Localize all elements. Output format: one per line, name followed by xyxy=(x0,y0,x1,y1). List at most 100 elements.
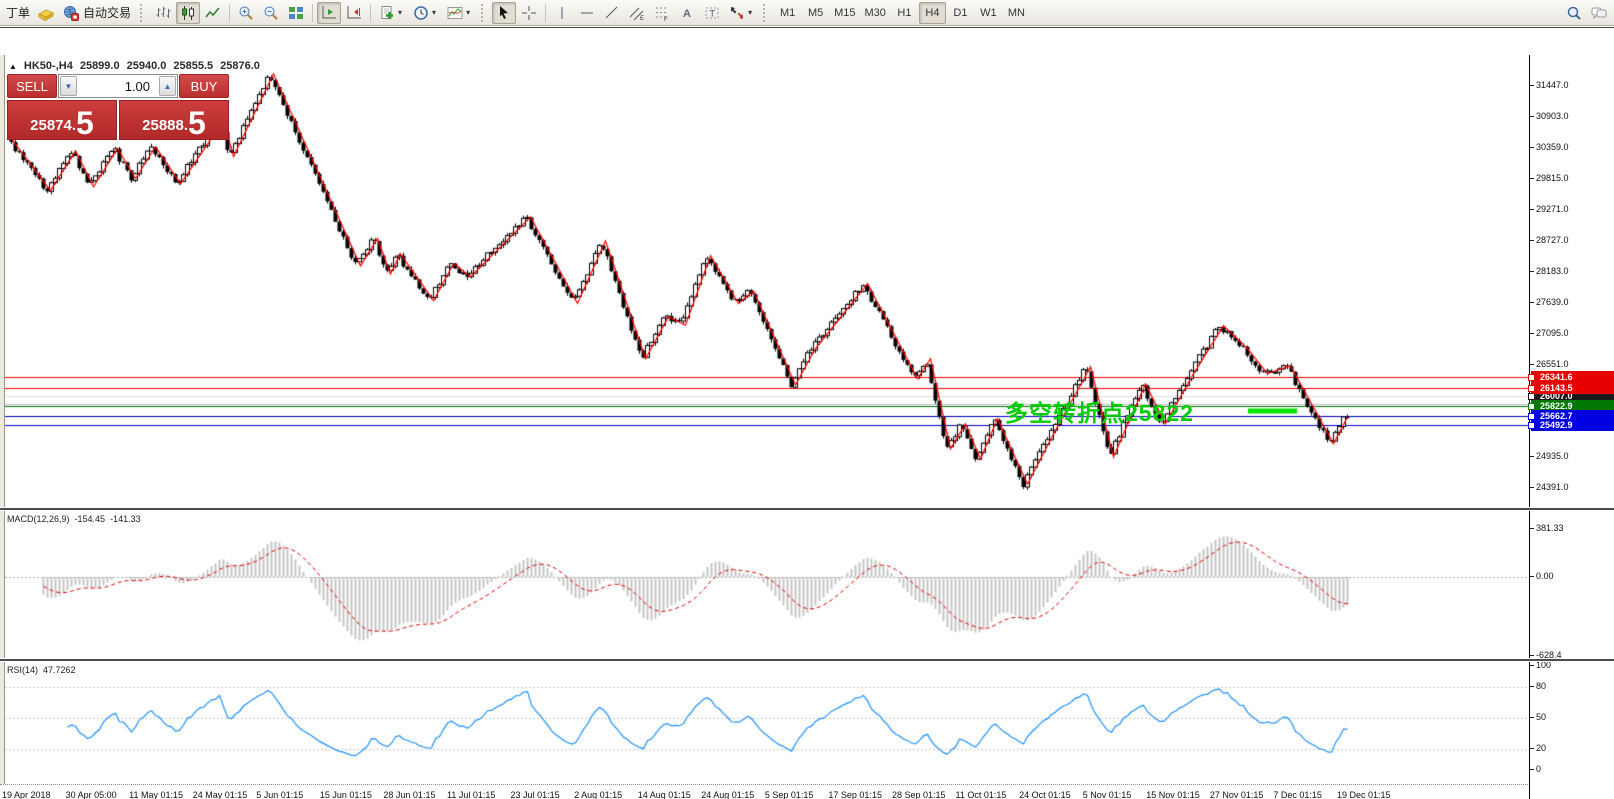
fibonacci-button[interactable]: F xyxy=(650,2,674,24)
text-label-icon: T xyxy=(705,7,719,18)
zoom-in-button[interactable] xyxy=(234,2,258,24)
cursor-button[interactable] xyxy=(492,1,517,24)
toolbar-grip[interactable] xyxy=(140,3,146,22)
chart-shift-button[interactable] xyxy=(342,2,366,24)
panel-divider[interactable] xyxy=(0,507,1614,511)
arrow-tools-button[interactable]: ▾ xyxy=(725,2,758,24)
price-line-label: 25492.9 xyxy=(1528,419,1614,432)
svg-text:E: E xyxy=(640,16,644,21)
rsi-value: 47.7262 xyxy=(43,665,76,675)
time-axis-label: 23 Jul 01:15 xyxy=(510,790,560,799)
sell-button[interactable]: SELL xyxy=(7,74,57,98)
toolbar-grip[interactable] xyxy=(481,3,487,22)
bar-chart-icon xyxy=(156,6,171,18)
search-icon xyxy=(1567,6,1581,20)
buy-price: 25888. xyxy=(142,117,189,134)
svg-text:A: A xyxy=(683,8,691,20)
volume-input[interactable]: ▼ 1.00 ▲ xyxy=(58,74,178,98)
price-line-label: 26341.6 xyxy=(1528,370,1614,383)
macd-panel-canvas[interactable] xyxy=(5,511,1529,658)
timeframe-m5[interactable]: M5 xyxy=(802,2,829,24)
new-order-dropdown-icon[interactable]: ▾ xyxy=(398,8,403,17)
timeframe-h4[interactable]: H4 xyxy=(918,1,946,24)
indicators-button[interactable]: ▾ xyxy=(443,2,476,24)
rsi-panel-canvas[interactable] xyxy=(5,662,1529,784)
time-axis[interactable]: 19 Apr 2018 30 Apr 05:00 11 May 01:15 24 Ma… xyxy=(0,784,1614,799)
auto-scroll-button[interactable] xyxy=(317,1,342,24)
search-button[interactable] xyxy=(1562,2,1586,24)
vertical-line-button[interactable] xyxy=(550,2,574,24)
quotes-button[interactable] xyxy=(34,2,58,24)
chart-title: ▲ HK50-,H4 25899.0 25940.0 25855.5 25876… xyxy=(9,60,260,72)
axis-tick-label: 29815.0 xyxy=(1530,173,1569,183)
zoom-out-icon xyxy=(264,6,278,20)
horizontal-line-button[interactable] xyxy=(575,2,599,24)
tile-windows-button[interactable] xyxy=(284,2,308,24)
bar-chart-button[interactable] xyxy=(151,2,175,24)
channel-icon: E xyxy=(629,7,644,21)
rsi-indicator-label: RSI(14) 47.7262 xyxy=(7,665,76,675)
timeframe-m30[interactable]: M30 xyxy=(861,2,890,24)
order-label[interactable]: 丁单 xyxy=(6,6,31,20)
volume-decrease-button[interactable]: ▼ xyxy=(60,76,77,96)
quotes-icon xyxy=(38,8,55,21)
candlestick-chart-button[interactable] xyxy=(176,1,201,24)
axis-tick-label: 80 xyxy=(1530,681,1546,691)
timeframe-h1[interactable]: H1 xyxy=(891,2,918,24)
sell-price: 25874. xyxy=(30,117,77,134)
timeframe-mn[interactable]: MN xyxy=(1003,2,1030,24)
axis-tick-label: 24935.0 xyxy=(1530,451,1569,461)
chat-button[interactable] xyxy=(1587,2,1611,24)
line-chart-button[interactable] xyxy=(201,2,225,24)
price-axis[interactable]: 31447.0 30903.0 30359.0 29815.0 29271.0 28727… xyxy=(1528,55,1614,799)
time-axis-label: 15 Jun 01:15 xyxy=(319,790,372,799)
axis-tick-label: 381.33 xyxy=(1530,523,1564,533)
collapse-panel-icon[interactable]: ▲ xyxy=(9,61,17,71)
time-axis-label: 15 Nov 01:15 xyxy=(1146,790,1200,799)
zoom-in-icon xyxy=(239,6,253,20)
timeframe-m1[interactable]: M1 xyxy=(774,2,801,24)
time-axis-label: 5 Jun 01:15 xyxy=(256,790,304,799)
channel-button[interactable]: E xyxy=(625,2,649,24)
time-axis-label: 19 Dec 01:15 xyxy=(1336,790,1391,799)
tile-windows-icon xyxy=(289,6,304,19)
axis-tick-label: 50 xyxy=(1530,712,1546,722)
price-line-label: 26143.5 xyxy=(1528,382,1614,395)
new-order-button[interactable]: ▾ xyxy=(375,2,408,24)
time-axis-label: 24 May 01:15 xyxy=(192,790,248,799)
axis-tick-label: 100 xyxy=(1530,660,1551,670)
autotrade-button[interactable]: 自动交易 xyxy=(59,2,135,24)
arrow-tools-dropdown-icon[interactable]: ▾ xyxy=(748,8,753,17)
buy-price-box[interactable]: 25888. 5 xyxy=(119,100,229,140)
timeframe-d1[interactable]: D1 xyxy=(947,2,974,24)
timeframe-m15[interactable]: M15 xyxy=(830,2,859,24)
window-left-gutter xyxy=(0,55,5,799)
time-axis-label: 5 Sep 01:15 xyxy=(764,790,814,799)
indicators-icon xyxy=(447,6,463,19)
panel-divider[interactable] xyxy=(0,658,1614,662)
buy-price-pip: 5 xyxy=(188,105,206,141)
axis-tick-label: 20 xyxy=(1530,743,1546,753)
sell-price-box[interactable]: 25874. 5 xyxy=(7,100,117,140)
trendline-button[interactable] xyxy=(600,2,624,24)
period-dropdown-icon[interactable]: ▾ xyxy=(432,8,437,17)
period-clock-button[interactable]: ▾ xyxy=(409,2,442,24)
text-label-button[interactable]: T xyxy=(700,2,724,24)
macd-value: -154.45 xyxy=(74,514,106,524)
volume-increase-button[interactable]: ▲ xyxy=(159,76,176,96)
autotrade-label: 自动交易 xyxy=(83,6,132,20)
buy-button[interactable]: BUY xyxy=(179,74,229,98)
toolbar-grip[interactable] xyxy=(763,3,769,22)
chat-icon xyxy=(1591,7,1607,19)
time-axis-label: 2 Aug 01:15 xyxy=(574,790,623,799)
timeframe-w1[interactable]: W1 xyxy=(975,2,1002,24)
time-axis-label: 14 Aug 01:15 xyxy=(637,790,691,799)
crosshair-button[interactable] xyxy=(517,2,541,24)
axis-tick-label: 27639.0 xyxy=(1530,297,1569,307)
volume-value[interactable]: 1.00 xyxy=(124,78,150,94)
indicators-dropdown-icon[interactable]: ▾ xyxy=(466,8,471,17)
zoom-out-button[interactable] xyxy=(259,2,283,24)
time-axis-label: 17 Sep 01:15 xyxy=(828,790,882,799)
text-button[interactable]: A xyxy=(675,2,699,24)
main-chart-canvas[interactable] xyxy=(5,57,1529,507)
